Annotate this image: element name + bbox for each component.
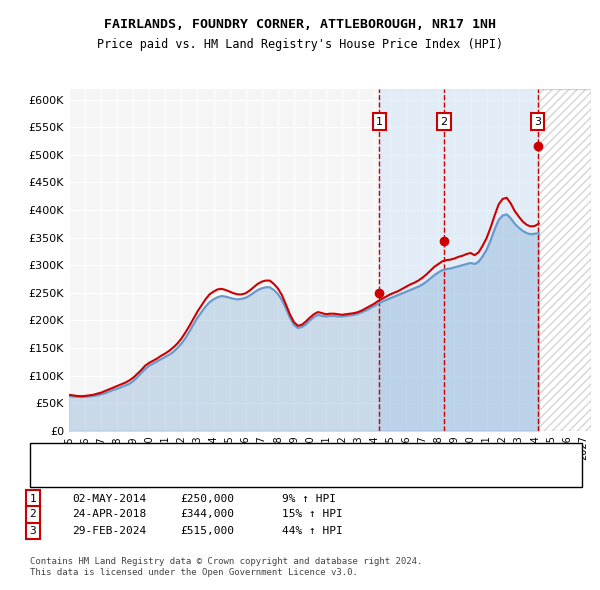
Bar — [538, 88, 591, 431]
Text: 2: 2 — [29, 510, 37, 519]
Text: 2: 2 — [440, 117, 447, 127]
Text: ——: —— — [54, 471, 71, 485]
Text: 1: 1 — [29, 494, 37, 503]
Text: ——: —— — [54, 460, 71, 474]
Text: FAIRLANDS, FOUNDRY CORNER, ATTLEBOROUGH, NR17 1NH (detached house): FAIRLANDS, FOUNDRY CORNER, ATTLEBOROUGH,… — [87, 463, 499, 472]
Text: 1: 1 — [376, 117, 383, 127]
Text: FAIRLANDS, FOUNDRY CORNER, ATTLEBOROUGH, NR17 1NH: FAIRLANDS, FOUNDRY CORNER, ATTLEBOROUGH,… — [104, 18, 496, 31]
Text: 02-MAY-2014: 02-MAY-2014 — [72, 494, 146, 503]
Bar — [538, 88, 591, 431]
Text: HPI: Average price, detached house, Breckland: HPI: Average price, detached house, Brec… — [87, 473, 368, 483]
Text: 44% ↑ HPI: 44% ↑ HPI — [282, 526, 343, 536]
Text: This data is licensed under the Open Government Licence v3.0.: This data is licensed under the Open Gov… — [30, 568, 358, 577]
Text: 3: 3 — [534, 117, 541, 127]
Bar — [444, 88, 538, 431]
Text: £515,000: £515,000 — [180, 526, 234, 536]
Text: £250,000: £250,000 — [180, 494, 234, 503]
Text: £344,000: £344,000 — [180, 510, 234, 519]
Text: Price paid vs. HM Land Registry's House Price Index (HPI): Price paid vs. HM Land Registry's House … — [97, 38, 503, 51]
Bar — [379, 88, 444, 431]
Text: 24-APR-2018: 24-APR-2018 — [72, 510, 146, 519]
Text: 29-FEB-2024: 29-FEB-2024 — [72, 526, 146, 536]
Text: 9% ↑ HPI: 9% ↑ HPI — [282, 494, 336, 503]
Text: 3: 3 — [29, 526, 37, 536]
Text: Contains HM Land Registry data © Crown copyright and database right 2024.: Contains HM Land Registry data © Crown c… — [30, 558, 422, 566]
Text: 15% ↑ HPI: 15% ↑ HPI — [282, 510, 343, 519]
